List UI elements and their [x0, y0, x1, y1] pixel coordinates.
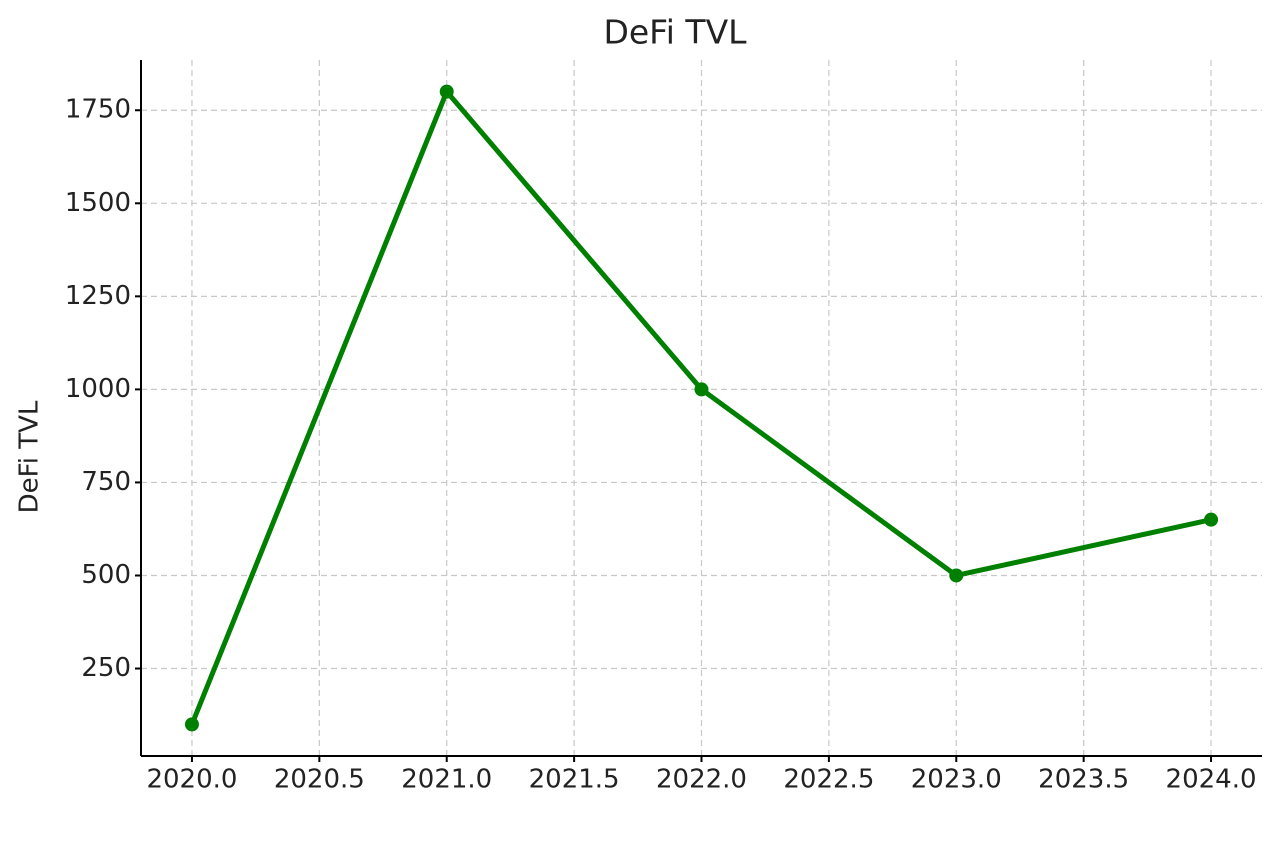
point	[439, 84, 454, 99]
y-tick-label: 1750	[65, 95, 131, 125]
x-tick-label: 2020.5	[274, 765, 365, 795]
y-tick-label: 1500	[65, 188, 131, 218]
y-tick-label: 1250	[65, 281, 131, 311]
line	[189, 89, 1212, 726]
x-tick-label: 2024.0	[1166, 765, 1257, 795]
x-tick-label: 2022.0	[656, 765, 747, 795]
x-tick-label: 2023.0	[911, 765, 1002, 795]
y-tick-label: 1000	[65, 374, 131, 404]
x-tick-label: 2021.0	[401, 765, 492, 795]
y-tick-label: 500	[81, 560, 131, 590]
y-tick-label: 750	[81, 467, 131, 497]
x-tick-label: 2022.5	[783, 765, 874, 795]
point	[949, 568, 964, 583]
point	[1204, 512, 1219, 527]
x-tick-label: 2023.5	[1038, 765, 1129, 795]
x-tick-label: 2021.5	[529, 765, 620, 795]
chart-title: DeFi TVL	[603, 13, 747, 52]
point	[184, 717, 199, 732]
y-tick-label: 250	[81, 653, 131, 683]
point	[694, 382, 709, 397]
x-tick-label: 2020.0	[146, 765, 237, 795]
y-axis-label: DeFi TVL	[15, 400, 45, 513]
